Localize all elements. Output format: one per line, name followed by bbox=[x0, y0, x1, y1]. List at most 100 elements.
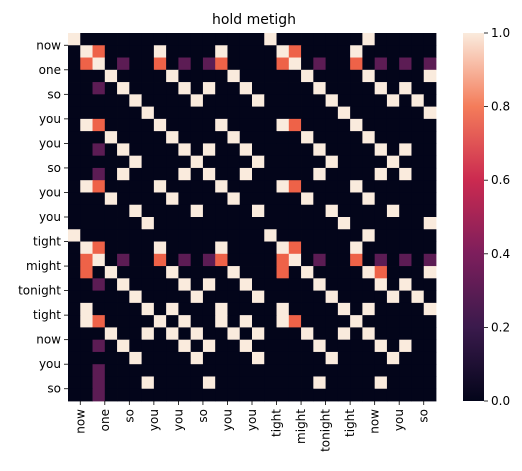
heatmap-cell bbox=[80, 364, 93, 377]
heatmap-cell bbox=[178, 94, 192, 107]
heatmap-cell bbox=[325, 351, 339, 365]
heatmap-cell bbox=[117, 290, 130, 304]
heatmap-cell bbox=[350, 94, 363, 107]
heatmap-cell bbox=[399, 45, 412, 58]
heatmap-cell bbox=[190, 217, 204, 230]
heatmap-cell bbox=[276, 253, 290, 267]
heatmap-cell bbox=[423, 204, 437, 218]
heatmap-cell bbox=[374, 290, 388, 304]
heatmap-cell bbox=[325, 290, 339, 304]
heatmap-cell bbox=[350, 364, 363, 377]
heatmap-cell bbox=[202, 339, 216, 353]
heatmap-cell bbox=[92, 241, 106, 255]
heatmap-cell bbox=[386, 253, 400, 267]
heatmap-cell bbox=[362, 143, 376, 157]
heatmap-cell bbox=[411, 339, 425, 353]
heatmap-cell bbox=[92, 290, 106, 304]
heatmap-cell bbox=[411, 351, 425, 365]
x-tick-label: might bbox=[294, 409, 308, 444]
heatmap-cell bbox=[386, 57, 400, 71]
heatmap-cell bbox=[104, 351, 118, 365]
heatmap-cell bbox=[288, 315, 302, 328]
heatmap-cell bbox=[129, 376, 142, 390]
heatmap-cell bbox=[325, 241, 339, 255]
heatmap-cell bbox=[423, 388, 437, 402]
heatmap-cell bbox=[362, 155, 376, 169]
heatmap-cell bbox=[80, 229, 93, 242]
heatmap-cell bbox=[80, 217, 93, 230]
heatmap-cell bbox=[227, 143, 241, 157]
heatmap-cell bbox=[153, 241, 167, 255]
heatmap-cell bbox=[68, 155, 81, 169]
heatmap-cell bbox=[92, 155, 106, 169]
heatmap-cell bbox=[129, 351, 142, 365]
heatmap-cell bbox=[374, 131, 388, 144]
heatmap-cell bbox=[166, 45, 179, 58]
heatmap-cell bbox=[399, 131, 412, 144]
heatmap-cell bbox=[374, 327, 388, 341]
heatmap-cell bbox=[190, 94, 204, 107]
heatmap-cell bbox=[337, 45, 351, 58]
colorbar-tick-label: 0.2 bbox=[491, 320, 510, 334]
heatmap-cell bbox=[117, 339, 130, 353]
heatmap-cell bbox=[129, 167, 142, 181]
heatmap-cell bbox=[117, 192, 130, 206]
heatmap-cell bbox=[276, 33, 290, 46]
heatmap-cell bbox=[239, 192, 253, 206]
heatmap-cell bbox=[141, 241, 155, 255]
heatmap-cell bbox=[239, 204, 253, 218]
heatmap-cell bbox=[288, 217, 302, 230]
heatmap-cell bbox=[399, 376, 412, 390]
heatmap-cell bbox=[178, 364, 192, 377]
heatmap-cell bbox=[374, 266, 388, 279]
heatmap-cell bbox=[374, 69, 388, 83]
heatmap-cell bbox=[190, 180, 204, 193]
heatmap-cell bbox=[190, 167, 204, 181]
heatmap-cell bbox=[153, 327, 167, 341]
heatmap-cell bbox=[423, 118, 437, 132]
heatmap-cell bbox=[227, 253, 241, 267]
heatmap-cell bbox=[227, 376, 241, 390]
heatmap-cell bbox=[252, 45, 265, 58]
heatmap-cell bbox=[276, 351, 290, 365]
heatmap-cell bbox=[202, 33, 216, 46]
x-tick-label: you bbox=[245, 409, 259, 431]
heatmap-cell bbox=[411, 241, 425, 255]
heatmap-cell bbox=[264, 327, 277, 341]
heatmap-cell bbox=[264, 217, 277, 230]
heatmap-cell bbox=[141, 204, 155, 218]
heatmap-cell bbox=[399, 167, 412, 181]
heatmap-cell bbox=[92, 327, 106, 341]
heatmap-cell bbox=[337, 33, 351, 46]
heatmap-cell bbox=[313, 327, 326, 341]
heatmap-cell bbox=[92, 57, 106, 71]
heatmap-cell bbox=[166, 388, 179, 402]
heatmap-cell bbox=[386, 131, 400, 144]
heatmap-cell bbox=[227, 315, 241, 328]
heatmap-cell bbox=[350, 57, 363, 71]
heatmap-cell bbox=[301, 33, 314, 46]
heatmap-cell bbox=[313, 82, 326, 95]
heatmap-cell bbox=[313, 351, 326, 365]
heatmap-cell bbox=[264, 82, 277, 95]
heatmap-cell bbox=[129, 339, 142, 353]
heatmap-cell bbox=[80, 290, 93, 304]
heatmap-cell bbox=[117, 45, 130, 58]
heatmap-cell bbox=[190, 192, 204, 206]
heatmap-cell bbox=[227, 131, 241, 144]
heatmap-cell bbox=[399, 33, 412, 46]
heatmap-cell bbox=[239, 327, 253, 341]
y-tick-label: tonight bbox=[18, 284, 61, 298]
heatmap-cell bbox=[202, 82, 216, 95]
heatmap-cell bbox=[80, 339, 93, 353]
heatmap-cell bbox=[68, 364, 81, 377]
heatmap-cell bbox=[202, 290, 216, 304]
heatmap-cell bbox=[215, 180, 228, 193]
heatmap-cell bbox=[80, 82, 93, 95]
heatmap-cell bbox=[276, 180, 290, 193]
heatmap-cell bbox=[325, 315, 339, 328]
heatmap-cell bbox=[288, 302, 302, 316]
heatmap-cell bbox=[141, 118, 155, 132]
heatmap-cell bbox=[215, 241, 228, 255]
heatmap-cell bbox=[215, 327, 228, 341]
